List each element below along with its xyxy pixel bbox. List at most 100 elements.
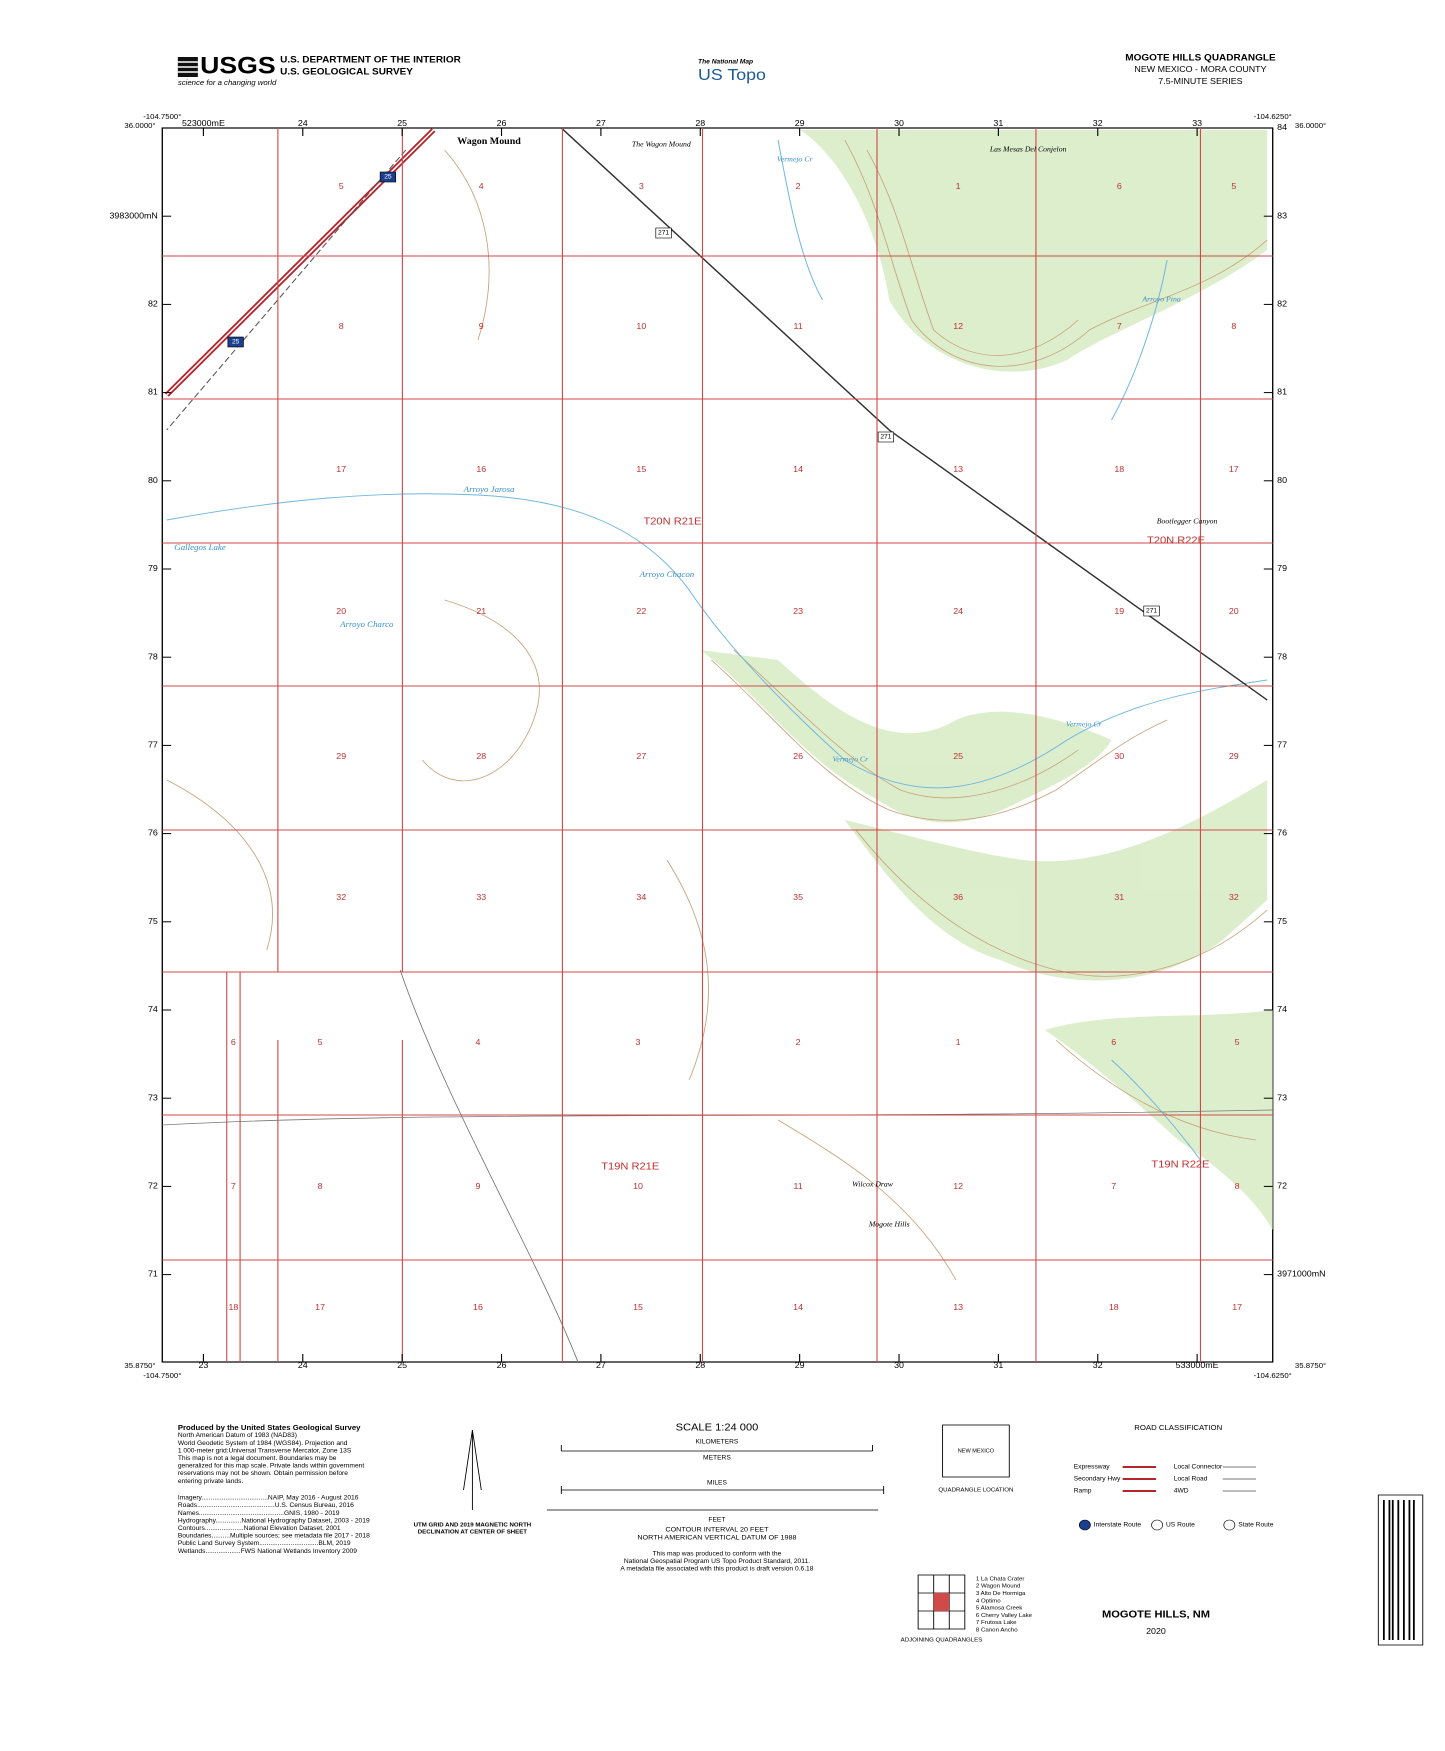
- easting-label: 26: [497, 119, 507, 128]
- source-credit: Boundaries..........Multiple sources; se…: [178, 1533, 370, 1540]
- barcode-box: [1377, 1494, 1424, 1646]
- standard-note: A metadata file associated with this pro…: [620, 1566, 814, 1573]
- section-number: 17: [1229, 465, 1239, 474]
- township-label: T20N R22E: [1147, 535, 1205, 546]
- green-area: [844, 780, 1268, 981]
- section-number: 36: [953, 893, 963, 902]
- place-name: Bootlegger Canyon: [1157, 517, 1218, 526]
- section-number: 1: [956, 182, 961, 191]
- shield-legend-item: US Route: [1166, 1522, 1195, 1529]
- place-name: Vermejo Cr: [777, 155, 813, 164]
- northing-label: 75: [148, 916, 158, 925]
- corner-coordinate: -104.6250°: [1254, 112, 1292, 121]
- section-number: 14: [793, 1303, 803, 1312]
- route-shield: [227, 336, 244, 348]
- source-credit: Roads...................................…: [178, 1502, 355, 1509]
- source-credit: Contours.....................National El…: [178, 1525, 341, 1532]
- easting-label: 32: [1093, 119, 1103, 128]
- section-number: 2: [796, 1038, 801, 1047]
- state-county: NEW MEXICO - MORA COUNTY: [1134, 65, 1266, 74]
- contour: [733, 649, 1079, 799]
- section-number: 8: [1231, 322, 1236, 331]
- producer-note: Produced by the United States Geological…: [178, 1423, 362, 1432]
- section-number: 7: [231, 1182, 236, 1191]
- green-area: [1044, 1010, 1273, 1230]
- northing-label: 82: [148, 299, 158, 308]
- northing-label: 71: [148, 1269, 158, 1278]
- shield-legend-item: Interstate Route: [1094, 1522, 1142, 1529]
- shield-icon: [1223, 1519, 1236, 1531]
- section-number: 5: [318, 1038, 323, 1047]
- section-number: 16: [476, 465, 486, 474]
- road-legend-item: Ramp: [1074, 1488, 1092, 1495]
- easting-label: 533000mE: [1176, 1361, 1219, 1370]
- section-number: 24: [953, 607, 963, 616]
- contour-note: NORTH AMERICAN VERTICAL DATUM OF 1988: [637, 1535, 796, 1542]
- section-number: 29: [1229, 752, 1239, 761]
- shield-icon: [1151, 1519, 1164, 1531]
- contour: [1055, 1039, 1257, 1141]
- place-name: Wilcox Draw: [852, 1180, 893, 1189]
- easting-label: 24: [298, 119, 308, 128]
- national-map: The National Map: [698, 59, 753, 66]
- route-number: 271: [658, 230, 670, 237]
- local-road: [162, 1109, 1273, 1126]
- contour: [666, 859, 709, 1081]
- northing-label: 74: [148, 1005, 158, 1014]
- northing-label: 76: [1277, 828, 1287, 837]
- place-name: Wagon Mound: [457, 137, 521, 146]
- northing-label: 77: [148, 740, 158, 749]
- northing-label: 73: [1277, 1093, 1287, 1102]
- section-number: 13: [953, 1303, 963, 1312]
- easting-label: 27: [596, 119, 606, 128]
- section-number: 8: [1235, 1182, 1240, 1191]
- adjoining-quad: 3 Alto De Hormiga: [976, 1591, 1026, 1597]
- section-number: 12: [953, 1182, 963, 1191]
- route-number: 25: [384, 174, 392, 181]
- corner-coordinate: 35.8750°: [1295, 1361, 1326, 1370]
- shield-legend-item: State Route: [1238, 1522, 1274, 1529]
- section-number: 13: [953, 465, 963, 474]
- northing-label: 72: [148, 1181, 158, 1190]
- this-quad: [933, 1593, 950, 1611]
- quad-name: MOGOTE HILLS QUADRANGLE: [1125, 53, 1275, 63]
- section-number: 22: [636, 607, 646, 616]
- section-number: 21: [476, 607, 486, 616]
- corner-coordinate: -104.7500°: [143, 1371, 181, 1380]
- section-number: 25: [953, 752, 963, 761]
- section-number: 19: [1114, 607, 1124, 616]
- corner-coordinate: 36.0000°: [1295, 121, 1326, 130]
- northing-label: 73: [148, 1093, 158, 1102]
- northing-label: 82: [1277, 299, 1287, 308]
- logo-stripes: [177, 61, 198, 73]
- section-number: 5: [1231, 182, 1236, 191]
- road-legend-item: Local Road: [1174, 1476, 1208, 1483]
- north-arrow: [463, 1429, 482, 1510]
- easting-label: 25: [397, 119, 407, 128]
- township-label: T19N R21E: [601, 1161, 659, 1172]
- route-number: 271: [880, 434, 892, 441]
- barcode: [1382, 1500, 1415, 1640]
- us-topo: US Topo: [698, 66, 766, 84]
- northing-label: 3971000mN: [1277, 1269, 1325, 1278]
- section-number: 5: [1235, 1038, 1240, 1047]
- contour: [444, 149, 490, 341]
- section-number: 34: [636, 893, 646, 902]
- footer-graphics: [463, 1424, 1424, 1646]
- contour: [844, 139, 1268, 367]
- township-label: T19N R22E: [1151, 1159, 1209, 1170]
- adjoining-quad: 5 Alamosa Creek: [976, 1606, 1023, 1612]
- section-number: 6: [231, 1038, 236, 1047]
- section-number: 14: [793, 465, 803, 474]
- easting-label: 28: [695, 1361, 705, 1370]
- contour: [866, 149, 1079, 356]
- easting-label: 27: [596, 1361, 606, 1370]
- northing-label: 76: [148, 828, 158, 837]
- declination-note: DECLINATION AT CENTER OF SHEET: [418, 1530, 528, 1536]
- route-shield: [877, 431, 895, 443]
- section-number: 10: [633, 1182, 643, 1191]
- section-number: 20: [1229, 607, 1239, 616]
- place-name: Gallegos Lake: [174, 542, 226, 551]
- northing-label: 80: [1277, 475, 1287, 484]
- adjoining-quad: 2 Wagon Mound: [976, 1584, 1021, 1590]
